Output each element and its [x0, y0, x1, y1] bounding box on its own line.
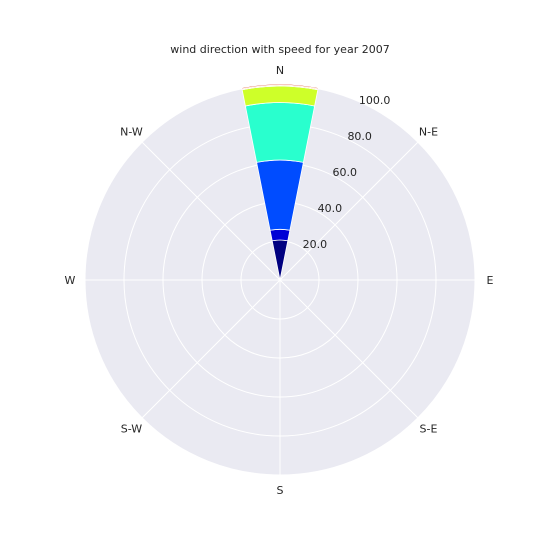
direction-label: E — [487, 274, 494, 287]
radial-tick-label: 100.0 — [359, 94, 391, 107]
direction-label: S — [277, 484, 284, 497]
direction-label: S-W — [121, 422, 143, 435]
bar-segment — [269, 228, 291, 242]
direction-label: S-E — [420, 422, 438, 435]
radial-tick-label: 20.0 — [303, 238, 328, 251]
labels-layer: N N-E E S-E S S-W W N-W 20.0 40.0 60.0 80.0 100.0 — [65, 64, 494, 497]
direction-label: N — [276, 64, 284, 77]
radial-tick-label: 80.0 — [347, 130, 372, 143]
bar-segment — [241, 83, 319, 90]
radial-tick-label: 60.0 — [333, 166, 358, 179]
direction-label: N-W — [120, 126, 143, 139]
direction-label: N-E — [419, 126, 438, 139]
angular-gridline — [141, 279, 281, 419]
radial-tick-label: 40.0 — [318, 202, 343, 215]
chart-title: wind direction with speed for year 2007 — [170, 43, 389, 56]
angular-gridline — [279, 141, 419, 281]
bars-layer — [241, 83, 319, 281]
bar-segment — [244, 102, 316, 163]
angular-gridline — [141, 141, 281, 281]
angular-gridline — [279, 279, 419, 419]
direction-label: W — [65, 274, 76, 287]
